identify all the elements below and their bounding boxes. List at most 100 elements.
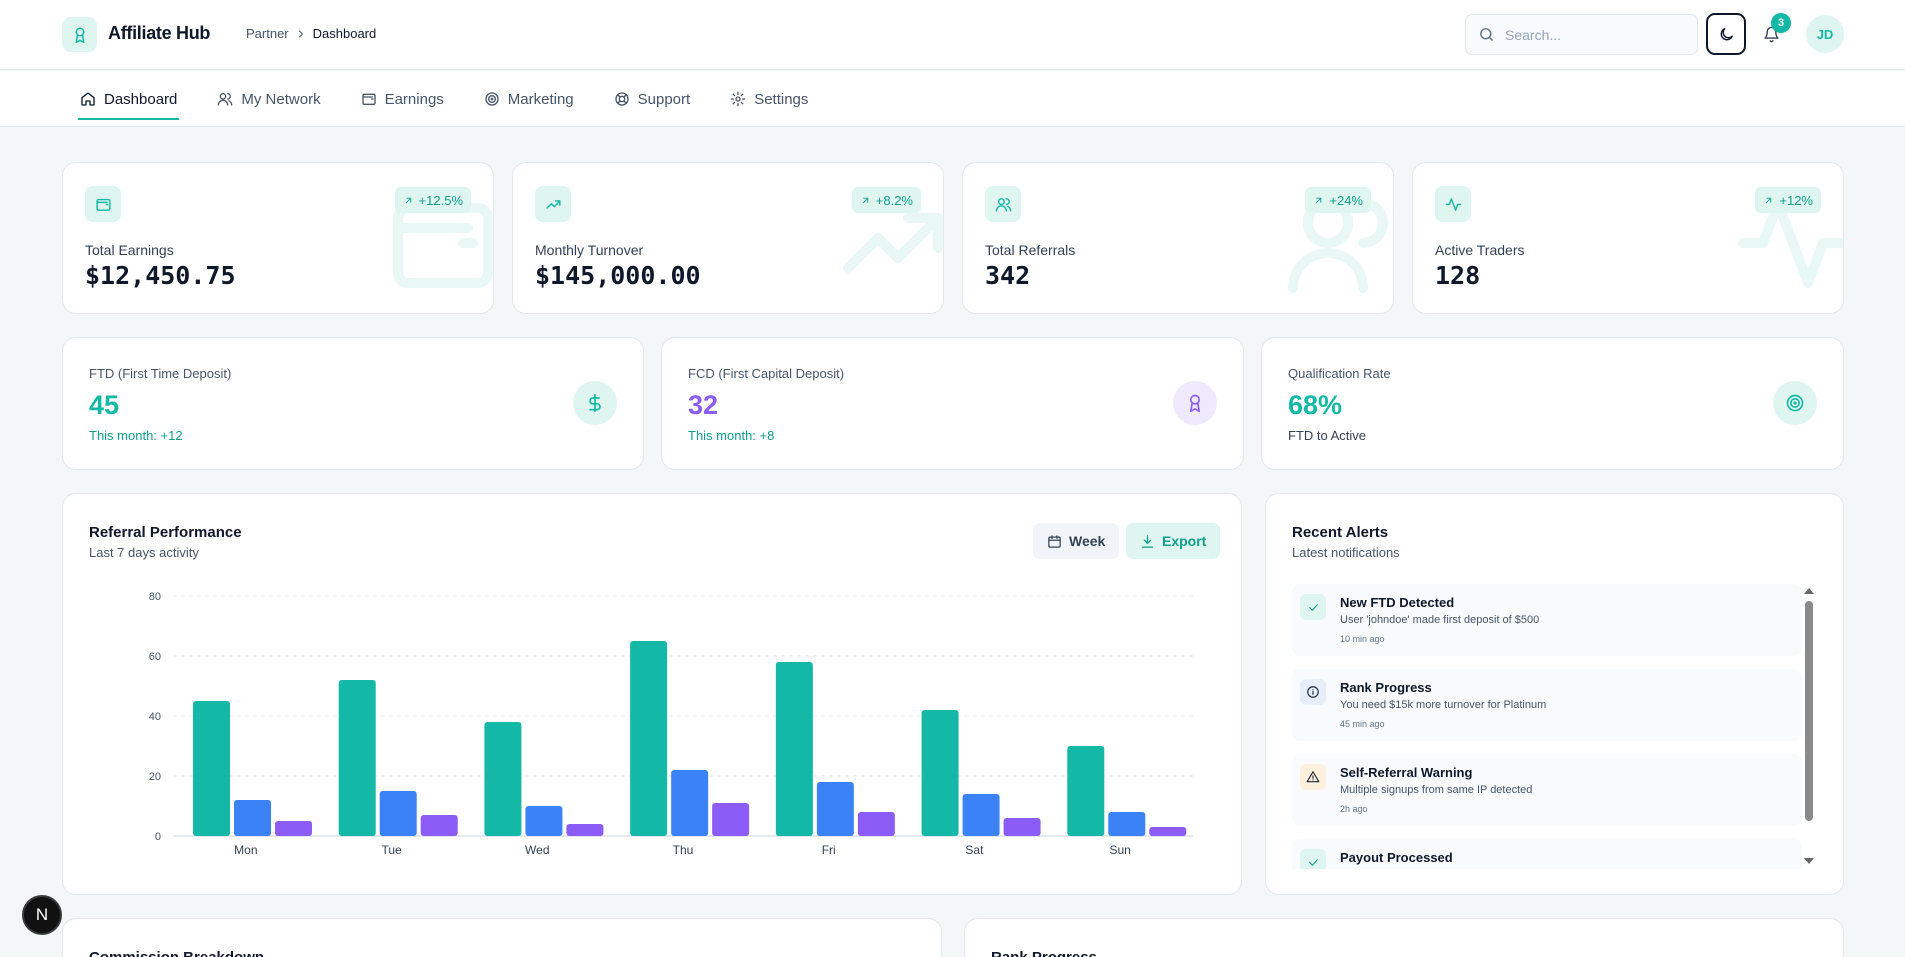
nav-dashboard[interactable]: Dashboard — [78, 71, 180, 127]
theme-toggle-button[interactable] — [1706, 13, 1746, 55]
x-tick-label: Tue — [381, 843, 402, 854]
arrow-up-right-icon — [862, 197, 869, 203]
arrow-up-right-icon — [405, 197, 411, 203]
rank-progress-card: Rank Progress — [964, 918, 1844, 957]
qualification-label: Qualification Rate — [1288, 366, 1391, 381]
nav-label: Support — [637, 90, 691, 108]
stat-value: $12,450.75 — [85, 261, 236, 290]
nav-label: Marketing — [507, 90, 574, 108]
logo-award-icon[interactable] — [62, 17, 97, 52]
bar — [566, 824, 604, 836]
stat-card-total-referrals: +24% Total Referrals 342 — [962, 162, 1394, 314]
search-icon — [1480, 28, 1493, 41]
change-badge: +12% — [1755, 187, 1821, 213]
nav-label: Settings — [754, 90, 809, 108]
nav-earnings[interactable]: Earnings — [359, 71, 446, 127]
bar — [193, 701, 230, 836]
stat-label: Total Earnings — [85, 242, 174, 258]
alert-item-self-referral[interactable]: Self-Referral Warning Multiple signups f… — [1292, 754, 1802, 826]
bar — [775, 662, 813, 836]
search-input[interactable] — [1505, 26, 1685, 43]
alert-item-rank-progress[interactable]: Rank Progress You need $15k more turnove… — [1292, 669, 1802, 741]
bar — [857, 812, 895, 836]
alerts-scrollbar[interactable] — [1805, 601, 1813, 821]
dollar-icon — [573, 381, 617, 425]
bar — [816, 782, 854, 836]
performance-subtitle: Last 7 days activity — [89, 545, 199, 560]
bar — [338, 680, 376, 836]
info-icon — [1300, 679, 1326, 705]
check-icon — [1300, 594, 1326, 620]
x-tick-label: Sun — [1109, 843, 1130, 854]
nav-marketing[interactable]: Marketing — [482, 71, 576, 127]
commission-title: Commission Breakdown — [89, 949, 264, 957]
lifebuoy-icon — [614, 92, 629, 106]
alert-item-payout[interactable]: Payout Processed — [1292, 839, 1802, 869]
chevron-right-icon — [298, 30, 303, 37]
arrow-up-right-icon — [1766, 197, 1772, 203]
alert-title: New FTD Detected — [1340, 595, 1455, 610]
brand-name[interactable]: Affiliate Hub — [108, 23, 211, 43]
target-icon — [485, 92, 499, 106]
bar — [1108, 812, 1146, 836]
main-nav: Dashboard My Network Earnings Marketing … — [0, 71, 1905, 127]
target-icon — [1773, 381, 1817, 425]
wallet-icon — [361, 93, 376, 105]
rank-title: Rank Progress — [991, 949, 1097, 957]
award-icon — [1173, 381, 1217, 425]
y-tick-label: 40 — [149, 711, 161, 723]
bar — [712, 803, 750, 836]
ftd-label: FTD (First Time Deposit) — [89, 366, 232, 381]
activity-watermark-icon — [1738, 198, 1843, 288]
change-badge: +8.2% — [851, 187, 921, 213]
alert-item-new-ftd[interactable]: New FTD Detected User 'johndoe' made fir… — [1292, 584, 1802, 656]
search-box[interactable] — [1465, 14, 1698, 55]
change-badge: +12.5% — [394, 187, 471, 213]
x-tick-label: Mon — [234, 843, 257, 854]
nav-my-network[interactable]: My Network — [215, 71, 322, 127]
gear-icon — [730, 91, 746, 107]
y-tick-label: 20 — [149, 771, 161, 783]
scroll-down-arrow[interactable] — [1804, 858, 1814, 864]
stat-card-total-earnings: +12.5% Total Earnings $12,450.75 — [62, 162, 494, 314]
week-filter-button[interactable]: Week — [1033, 523, 1120, 559]
fcd-label: FCD (First Capital Deposit) — [688, 366, 845, 381]
bar — [671, 770, 709, 836]
scroll-up-arrow[interactable] — [1804, 588, 1814, 594]
breadcrumb-partner[interactable]: Partner — [246, 26, 289, 41]
bar — [484, 722, 522, 836]
x-tick-label: Wed — [525, 843, 549, 854]
bar — [1003, 818, 1041, 836]
nav-support[interactable]: Support — [612, 71, 693, 127]
alert-title: Self-Referral Warning — [1340, 765, 1473, 780]
dev-tools-button[interactable]: N — [22, 895, 62, 935]
bar — [630, 641, 668, 836]
bar — [420, 815, 458, 836]
commission-breakdown-card: Commission Breakdown — [62, 918, 942, 957]
stat-value: $145,000.00 — [535, 261, 701, 290]
bar — [962, 794, 1000, 836]
stat-card-monthly-turnover: +8.2% Monthly Turnover $145,000.00 — [512, 162, 944, 314]
stat-card-active-traders: +12% Active Traders 128 — [1412, 162, 1844, 314]
activity-icon — [1435, 186, 1471, 222]
export-button[interactable]: Export — [1126, 523, 1221, 559]
alerts-title: Recent Alerts — [1292, 524, 1389, 541]
home-icon — [81, 92, 95, 106]
alerts-list[interactable]: New FTD Detected User 'johndoe' made fir… — [1292, 584, 1802, 869]
x-tick-label: Fri — [822, 843, 836, 854]
week-label: Week — [1069, 533, 1106, 549]
top-header: Affiliate Hub Partner Dashboard 3 JD — [0, 0, 1905, 70]
performance-title: Referral Performance — [89, 524, 242, 541]
alert-time: 10 min ago — [1340, 634, 1385, 644]
user-avatar[interactable]: JD — [1806, 15, 1844, 53]
alert-message: You need $15k more turnover for Platinum — [1340, 699, 1547, 711]
nav-settings[interactable]: Settings — [728, 71, 810, 127]
stat-value: 128 — [1435, 261, 1481, 290]
check-icon — [1300, 849, 1326, 869]
calendar-icon — [1048, 534, 1061, 548]
nav-label: Earnings — [384, 90, 444, 108]
download-icon — [1141, 534, 1154, 548]
fcd-sub: This month: +8 — [688, 428, 775, 443]
bar — [379, 791, 417, 836]
bar — [921, 710, 959, 836]
